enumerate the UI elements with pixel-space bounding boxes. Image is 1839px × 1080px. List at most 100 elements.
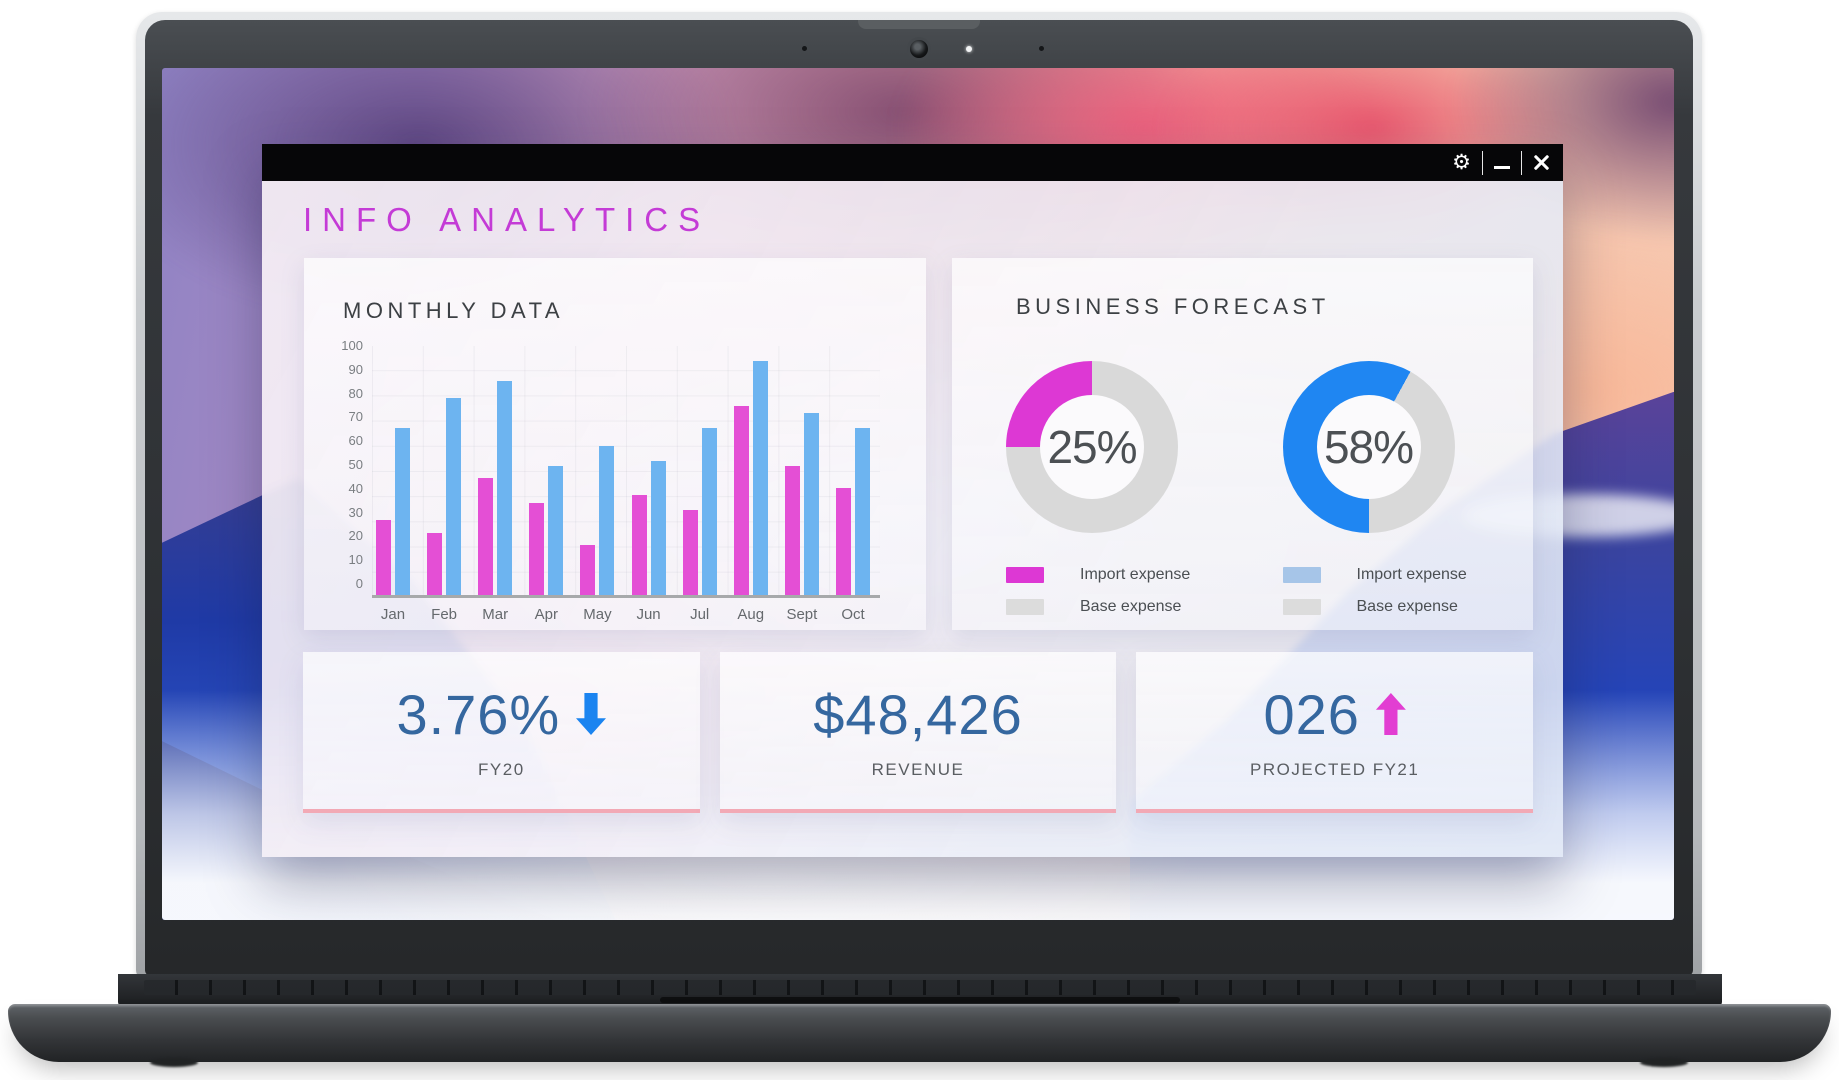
stat-card-fy20: 3.76% FY20	[303, 652, 700, 813]
donut-legend: Import expense Base expense	[1282, 566, 1534, 616]
legend-label: Base expense	[1356, 598, 1458, 615]
bar-group	[733, 346, 768, 595]
bar-plot	[372, 346, 880, 598]
bar-x-labels: Jan Feb Mar Apr May Jun Jul Aug Sept Oct	[372, 598, 880, 623]
y-tick-label: 20	[348, 528, 363, 544]
lid-notch	[858, 20, 980, 29]
y-tick-label: 90	[348, 361, 363, 377]
laptop-base	[8, 1004, 1831, 1062]
camera-led	[966, 46, 972, 52]
donut-percent-label: 25%	[1047, 421, 1137, 473]
stat-value: 3.76%	[396, 682, 606, 747]
trend-down-arrow-icon	[576, 693, 606, 735]
bar-group	[529, 346, 564, 595]
y-tick-label: 10	[348, 552, 363, 568]
titlebar-separator	[1521, 150, 1522, 175]
bar-blue	[752, 360, 768, 595]
dashboard-top-row: MONTHLY DATA 100 90 80 70 60 50 40 30 20 10 0 Jan F…	[304, 258, 1533, 630]
minimize-icon[interactable]	[1494, 166, 1510, 169]
bar-group	[427, 346, 462, 595]
bar-group	[784, 346, 819, 595]
bar-groups	[372, 346, 880, 595]
bar-blue	[599, 445, 615, 595]
bar-pink	[733, 405, 749, 595]
legend-label: Base expense	[1080, 598, 1182, 615]
stat-number: 3.76%	[396, 682, 561, 746]
bar-blue	[497, 380, 513, 595]
donut-import-magenta: 25% Import expense	[1006, 361, 1257, 616]
bar-blue	[650, 460, 666, 595]
y-tick-label: 100	[341, 338, 363, 353]
bar-group	[835, 346, 870, 595]
bar-blue	[803, 413, 819, 595]
bar-pink	[580, 545, 596, 595]
page-title: INFO ANALYTICS	[303, 201, 711, 238]
webcam	[907, 37, 931, 61]
bar-pink	[784, 465, 800, 595]
donut-chart-25: 25%	[1006, 361, 1178, 533]
trend-up-arrow-icon	[1375, 693, 1406, 735]
touchpad-edge	[660, 997, 1180, 1003]
bar-group	[682, 346, 717, 595]
y-tick-label: 0	[355, 575, 363, 591]
stat-label: FY20	[478, 759, 525, 779]
bar-pink	[376, 520, 391, 595]
legend-item: Base expense	[1282, 598, 1534, 616]
screen: ⚙ INFO ANALYTICS MONTHLY DATA 100 90 80 70 6…	[162, 68, 1674, 920]
stat-card-revenue: $48,426 REVENUE	[719, 652, 1117, 813]
bar-pink	[529, 502, 545, 595]
stat-value: $48,426	[813, 682, 1022, 747]
keyboard-keys	[144, 980, 1696, 995]
bar-plot-area: Jan Feb Mar Apr May Jun Jul Aug Sept Oct	[372, 346, 880, 623]
bar-pink	[682, 510, 698, 595]
bar-blue	[548, 465, 564, 595]
stat-label: REVENUE	[871, 759, 965, 779]
monthly-bar-chart: 100 90 80 70 60 50 40 30 20 10 0 Jan Feb Mar Apr May Ju…	[328, 339, 926, 623]
microphone-dot-right	[1039, 46, 1044, 51]
x-tick-label: Jan	[380, 606, 406, 623]
bar-pink	[427, 532, 443, 595]
bar-pink	[478, 477, 494, 595]
stat-value: 026	[1263, 682, 1406, 747]
y-tick-label: 60	[348, 433, 363, 449]
donut-chart-58: 58%	[1282, 361, 1455, 533]
donut-charts: 25% Import expense	[1006, 361, 1533, 616]
monthly-data-title: MONTHLY DATA	[343, 298, 565, 323]
keyboard-deck	[118, 974, 1722, 1006]
bar-blue	[701, 428, 717, 595]
x-tick-label: Jul	[690, 606, 710, 623]
x-tick-label: Apr	[534, 606, 558, 623]
x-tick-label: Jun	[636, 606, 661, 623]
bar-group	[376, 346, 410, 595]
bar-pink	[835, 487, 851, 595]
screen-bezel: ⚙ INFO ANALYTICS MONTHLY DATA 100 90 80 70 6…	[145, 20, 1693, 976]
bar-blue	[395, 428, 410, 595]
bar-group	[478, 346, 513, 595]
bar-y-labels: 100 90 80 70 60 50 40 30 20 10 0	[328, 339, 372, 591]
y-tick-label: 70	[348, 409, 363, 425]
legend-swatch-import	[1282, 567, 1321, 583]
laptop-lid: ⚙ INFO ANALYTICS MONTHLY DATA 100 90 80 70 6…	[136, 12, 1702, 980]
y-tick-label: 30	[348, 504, 363, 520]
x-tick-label: Feb	[431, 606, 458, 623]
titlebar-separator	[1482, 150, 1483, 175]
stat-card-projected-fy21: 026 PROJECTED FY21	[1136, 652, 1534, 813]
bar-pink	[631, 495, 647, 595]
monthly-data-card: MONTHLY DATA 100 90 80 70 60 50 40 30 20 10 0 Jan F…	[304, 258, 926, 630]
analytics-app-window: ⚙ INFO ANALYTICS MONTHLY DATA 100 90 80 70 6…	[262, 144, 1563, 857]
legend-swatch-base	[1282, 599, 1321, 615]
legend-item: Import expense	[1006, 566, 1257, 584]
x-tick-label: Sept	[786, 606, 818, 623]
rubber-foot	[1640, 1058, 1688, 1067]
bar-blue	[854, 428, 870, 595]
bar-blue	[446, 398, 462, 595]
close-icon[interactable]	[1533, 154, 1550, 171]
stat-cards-row: 3.76% FY20 $48,426 REVENUE	[303, 652, 1534, 813]
business-forecast-card: BUSINESS FORECAST 25%	[952, 258, 1533, 630]
stat-number: 026	[1263, 682, 1360, 746]
legend-label: Import expense	[1356, 566, 1467, 583]
settings-gear-icon[interactable]: ⚙	[1452, 150, 1471, 174]
window-body: INFO ANALYTICS MONTHLY DATA 100 90 80 70 60 5…	[262, 181, 1563, 857]
legend-item: Import expense	[1282, 566, 1534, 584]
x-tick-label: Aug	[737, 606, 765, 623]
